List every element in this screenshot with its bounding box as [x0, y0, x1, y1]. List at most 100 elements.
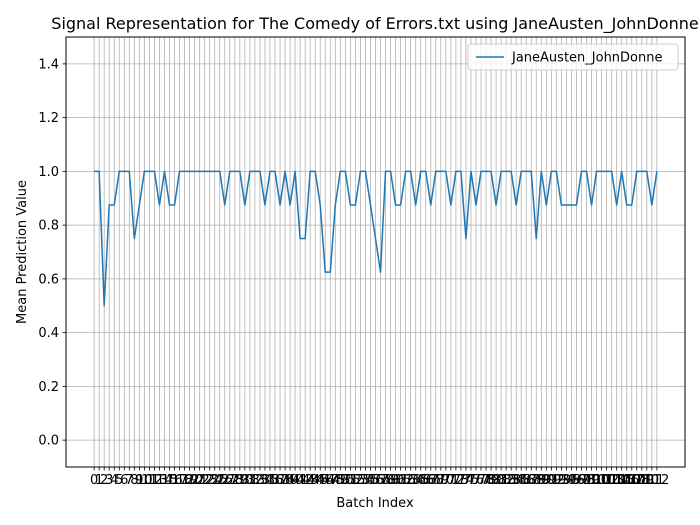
x-tick-label: 12 — [146, 473, 163, 488]
x-tick-label: 23 — [201, 473, 218, 488]
x-tick-label: 45 — [312, 473, 329, 488]
x-tick-label: 94 — [558, 473, 575, 488]
x-tick-label: 34 — [257, 473, 274, 488]
y-tick-label: 1.2 — [38, 111, 59, 126]
x-tick-label: 101 — [589, 473, 614, 488]
x-tick-label: 76 — [468, 473, 485, 488]
x-tick-label: 82 — [498, 473, 515, 488]
x-tick-label: 111 — [639, 473, 664, 488]
x-tick-label: 93 — [553, 473, 570, 488]
x-tick-label: 58 — [377, 473, 394, 488]
x-tick-label: 51 — [342, 473, 359, 488]
x-tick-label: 20 — [186, 473, 203, 488]
y-axis-ticks: 0.0 0.2 0.4 0.6 0.8 1.0 1.2 1.4 — [38, 57, 66, 449]
x-tick-label: 1 — [95, 473, 103, 488]
x-tick-label: 22 — [196, 473, 213, 488]
x-tick-label: 3 — [105, 473, 113, 488]
x-tick-label: 50 — [337, 473, 354, 488]
x-tick-label: 52 — [347, 473, 364, 488]
x-tick-label: 109 — [629, 473, 654, 488]
x-tick-label: 78 — [478, 473, 495, 488]
x-tick-label: 55 — [362, 473, 379, 488]
x-tick-label: 33 — [252, 473, 269, 488]
x-tick-label: 27 — [222, 473, 239, 488]
x-tick-label: 70 — [438, 473, 455, 488]
x-tick-label: 86 — [518, 473, 535, 488]
x-tick-label: 72 — [448, 473, 465, 488]
x-tick-label: 63 — [402, 473, 419, 488]
x-tick-label: 59 — [382, 473, 399, 488]
x-tick-label: 74 — [458, 473, 475, 488]
x-tick-label: 35 — [262, 473, 279, 488]
x-tick-label: 0 — [90, 473, 98, 488]
x-tick-label: 102 — [594, 473, 619, 488]
x-tick-label: 87 — [523, 473, 540, 488]
x-tick-label: 41 — [292, 473, 309, 488]
x-tick-label: 16 — [166, 473, 183, 488]
x-tick-label: 5 — [115, 473, 123, 488]
x-tick-label: 80 — [488, 473, 505, 488]
x-tick-label: 89 — [533, 473, 550, 488]
x-tick-label: 54 — [357, 473, 374, 488]
x-tick-label: 48 — [327, 473, 344, 488]
x-tick-label: 6 — [120, 473, 128, 488]
x-tick-label: 47 — [322, 473, 339, 488]
x-tick-label: 38 — [277, 473, 294, 488]
legend-label: JaneAusten_JohnDonne — [511, 51, 662, 66]
x-tick-label: 79 — [483, 473, 500, 488]
x-tick-label: 96 — [568, 473, 585, 488]
x-tick-label: 67 — [422, 473, 439, 488]
x-tick-label: 81 — [493, 473, 510, 488]
x-tick-label: 13 — [151, 473, 168, 488]
x-tick-label: 99 — [583, 473, 600, 488]
x-tick-label: 40 — [287, 473, 304, 488]
x-tick-label: 104 — [604, 473, 629, 488]
x-tick-label: 73 — [453, 473, 470, 488]
x-tick-label: 71 — [443, 473, 460, 488]
x-tick-label: 95 — [563, 473, 580, 488]
x-tick-label: 103 — [599, 473, 624, 488]
x-tick-label: 60 — [387, 473, 404, 488]
y-tick-label: 0.2 — [38, 380, 59, 395]
x-tick-label: 84 — [508, 473, 525, 488]
series-line-janeausten-johndonne — [94, 170, 658, 307]
x-tick-label: 4 — [110, 473, 118, 488]
x-gridlines — [93, 37, 658, 467]
x-tick-label: 100 — [584, 473, 609, 488]
legend: JaneAusten_JohnDonne — [467, 43, 679, 71]
x-tick-label: 31 — [242, 473, 259, 488]
x-tick-label: 106 — [614, 473, 639, 488]
y-tick-label: 0.0 — [38, 434, 59, 449]
x-tick-label: 64 — [407, 473, 424, 488]
x-tick-label: 61 — [392, 473, 409, 488]
x-tick-label: 18 — [176, 473, 193, 488]
chart-title: Signal Representation for The Comedy of … — [51, 14, 698, 34]
x-tick-label: 17 — [171, 473, 188, 488]
x-tick-label: 42 — [297, 473, 314, 488]
x-tick-label: 36 — [267, 473, 284, 488]
x-tick-label: 62 — [397, 473, 414, 488]
x-tick-label: 10 — [136, 473, 153, 488]
x-tick-label: 97 — [573, 473, 590, 488]
y-gridlines — [66, 63, 685, 441]
x-tick-label: 77 — [473, 473, 490, 488]
x-tick-label: 56 — [367, 473, 384, 488]
x-tick-label: 85 — [513, 473, 530, 488]
x-axis-label: Batch Index — [336, 496, 414, 511]
x-tick-label: 66 — [417, 473, 434, 488]
x-tick-label: 90 — [538, 473, 555, 488]
x-tick-label: 88 — [528, 473, 545, 488]
x-tick-label: 68 — [428, 473, 445, 488]
x-tick-label: 57 — [372, 473, 389, 488]
y-tick-label: 1.4 — [38, 57, 59, 72]
x-tick-label: 30 — [237, 473, 254, 488]
x-tick-label: 43 — [302, 473, 319, 488]
x-tick-label: 44 — [307, 473, 324, 488]
legend-box — [467, 43, 679, 71]
x-tick-label: 32 — [247, 473, 264, 488]
x-tick-label: 110 — [634, 473, 659, 488]
y-tick-label: 0.8 — [38, 219, 59, 234]
x-tick-label: 108 — [624, 473, 649, 488]
y-tick-label: 1.0 — [38, 165, 59, 180]
